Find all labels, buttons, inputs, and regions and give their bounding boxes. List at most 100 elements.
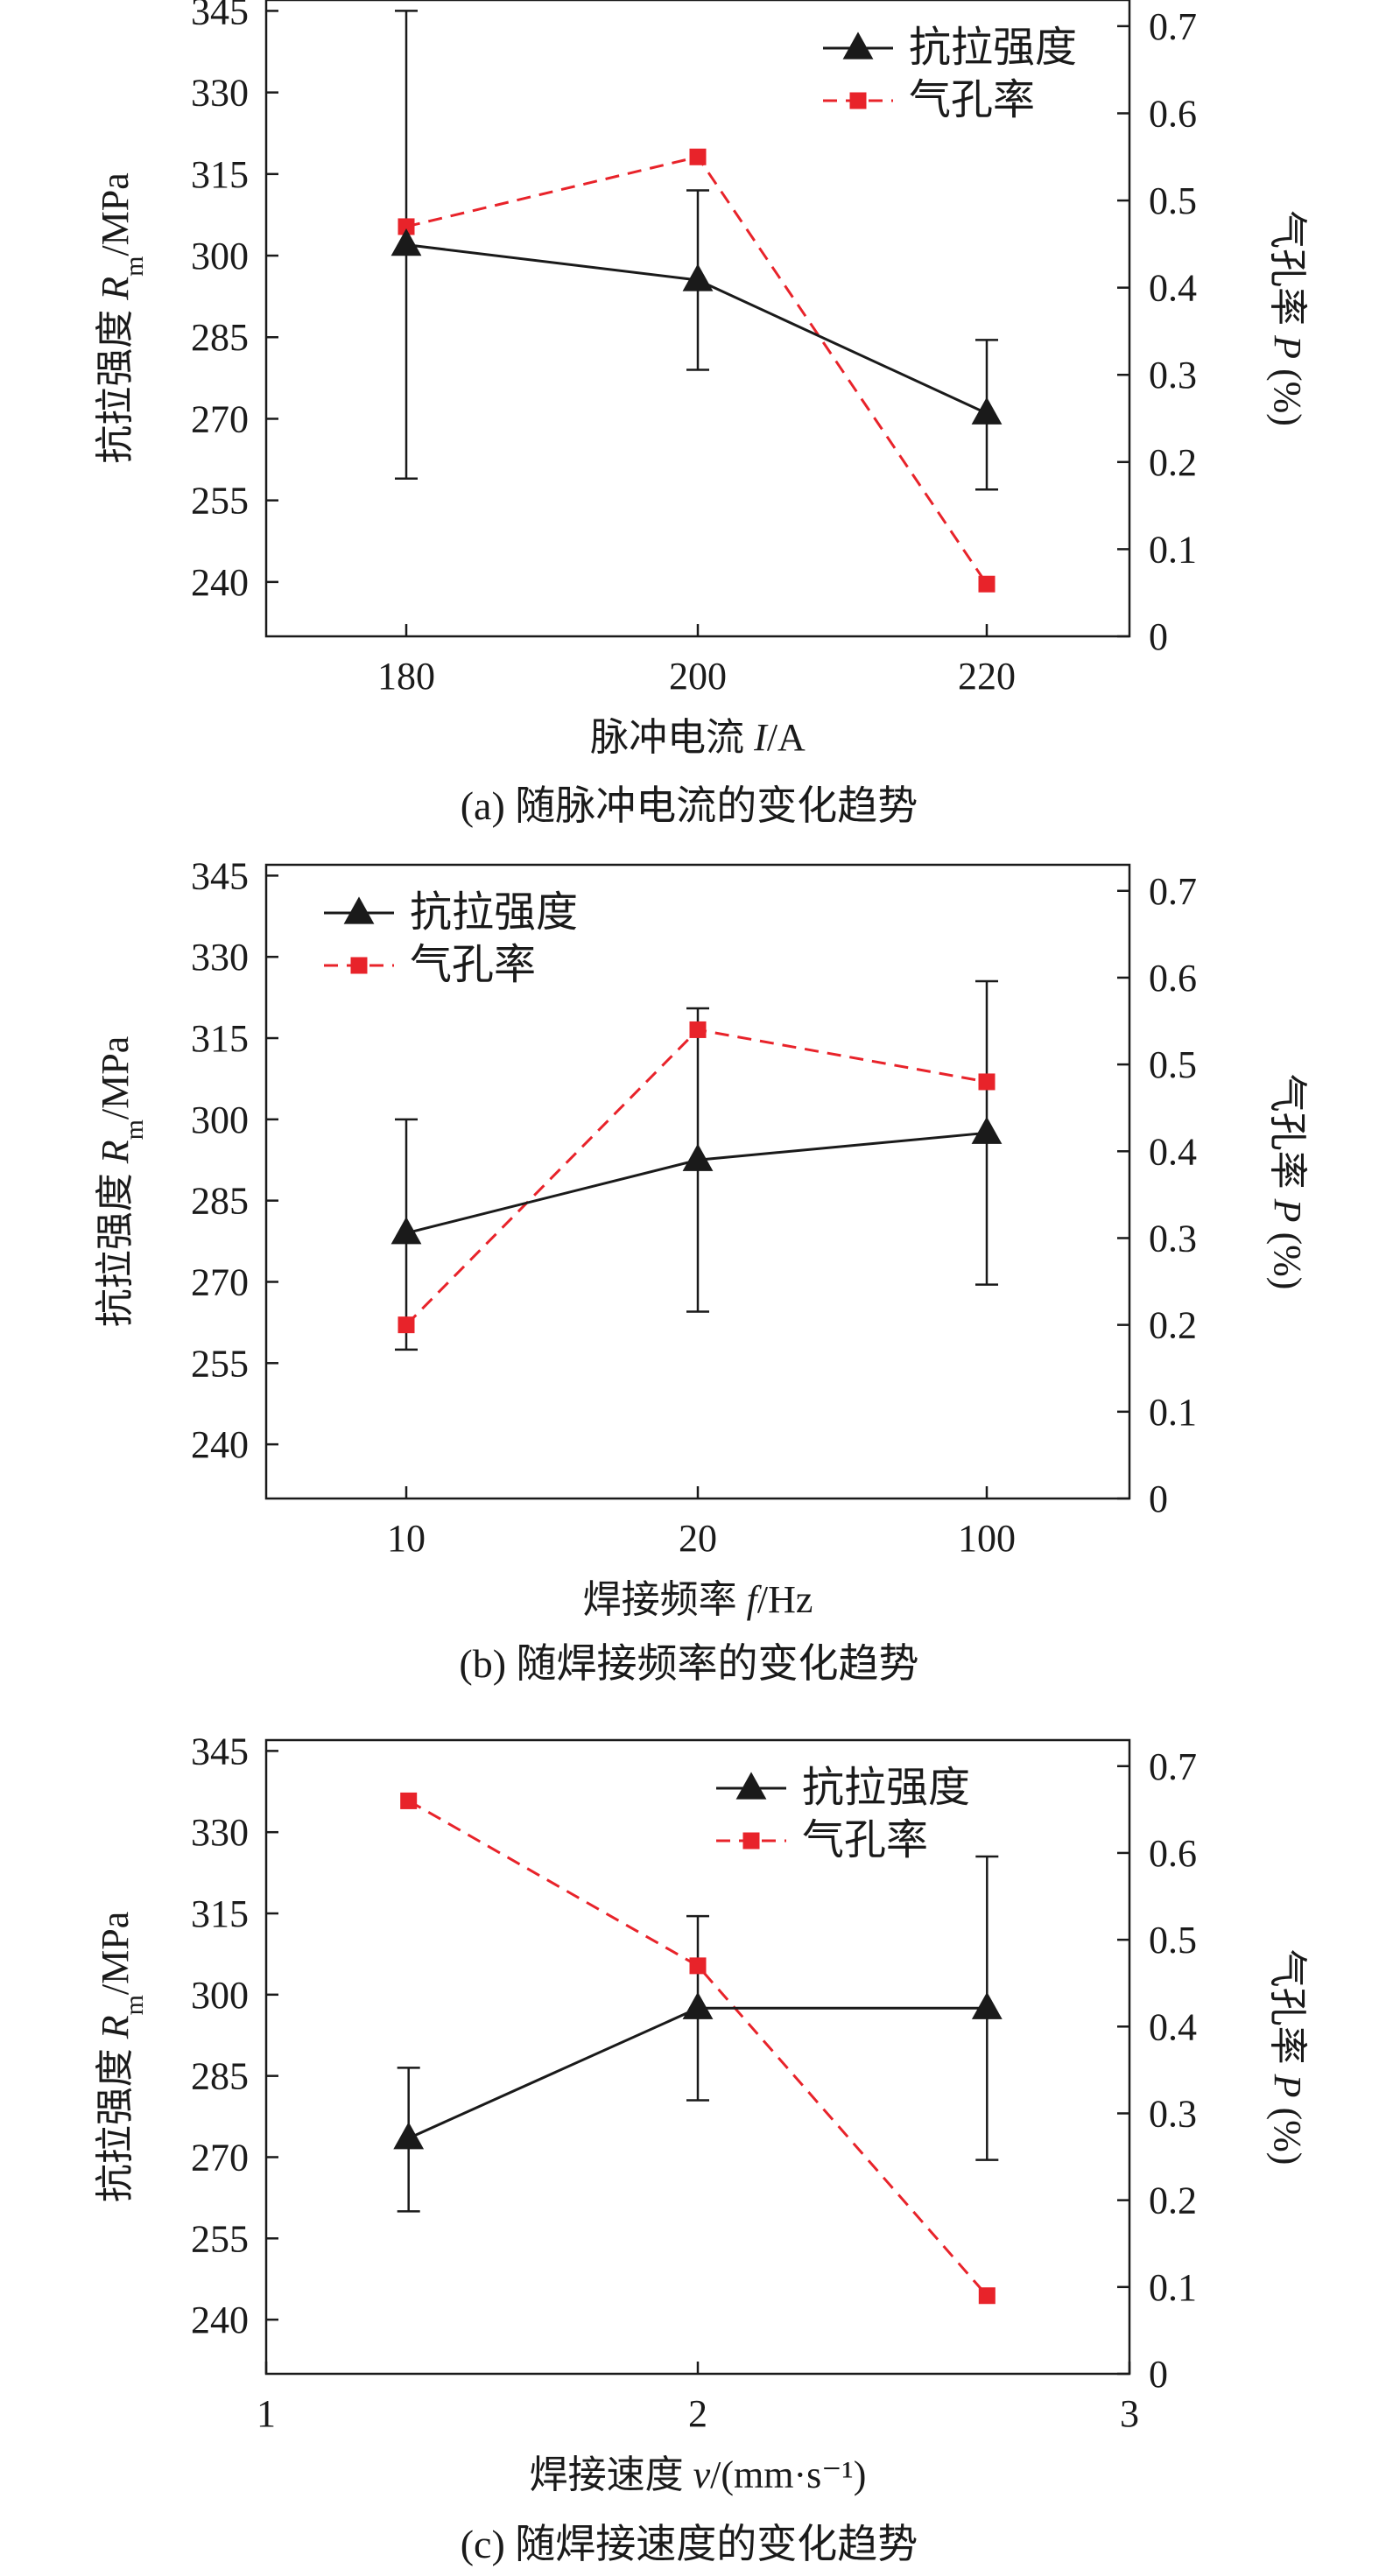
right-tick-label: 0.3: [1149, 1217, 1197, 1260]
left-tick-label: 255: [191, 2217, 249, 2260]
right-axis-label-text: 气孔率: [1266, 1949, 1309, 2074]
legend-porosity-marker: [350, 957, 368, 974]
left-tick-label: 330: [191, 72, 249, 115]
x-tick-label: 1: [257, 2392, 276, 2435]
x-axis-label: 焊接速度 v/(mm·s⁻¹): [530, 2453, 867, 2496]
panel-caption: (c) 随焊接速度的变化趋势: [461, 2522, 918, 2566]
left-axis-label-var: R: [94, 1140, 137, 1164]
right-tick-label: 0.4: [1149, 1130, 1197, 1173]
x-tick-label: 20: [679, 1517, 717, 1560]
left-tick-label: 255: [191, 1342, 249, 1385]
right-tick-label: 0.4: [1149, 267, 1197, 310]
x-tick-label: 3: [1120, 2392, 1139, 2435]
left-axis-label-sub: m: [120, 1120, 149, 1140]
legend-strength-label: 抗拉强度: [909, 25, 1077, 71]
left-tick-label: 270: [191, 397, 249, 440]
left-axis-label-var: R: [94, 277, 137, 301]
legend-porosity-marker: [742, 1832, 760, 1850]
x-axis-label-unit: /Hz: [757, 1578, 813, 1621]
right-tick-label: 0: [1149, 615, 1168, 658]
strength-point: [971, 1991, 1003, 2019]
porosity-point: [689, 1021, 707, 1038]
right-axis-label-var: P: [1266, 2074, 1309, 2098]
legend-porosity-marker: [849, 92, 867, 109]
left-tick-label: 315: [191, 1892, 249, 1935]
strength-point: [971, 1116, 1003, 1144]
left-tick-label: 285: [191, 1180, 249, 1223]
legend-porosity-label: 气孔率: [802, 1817, 928, 1864]
porosity-point: [398, 1316, 415, 1334]
left-tick-label: 285: [191, 316, 249, 359]
chart-panel-b: 240 255 270 285 300 315 330 345 0 0.1 0.2 0.3 0.4 0.5…: [94, 854, 1309, 1686]
left-tick-label: 330: [191, 1811, 249, 1854]
strength-point: [971, 397, 1003, 425]
right-tick-label: 0.7: [1149, 870, 1197, 913]
left-axis-label-sub: m: [120, 1995, 149, 2015]
left-tick-label: 255: [191, 480, 249, 523]
strength-point: [682, 1143, 714, 1171]
panel-caption: (a) 随脉冲电流的变化趋势: [461, 783, 918, 828]
left-tick-label: 300: [191, 1098, 249, 1141]
right-axis-label-unit: (%): [1266, 1222, 1309, 1289]
right-tick-label: 0.7: [1149, 1745, 1197, 1788]
right-axis-label: 气孔率 P (%): [1266, 1949, 1309, 2165]
right-axis-label: 气孔率 P (%): [1266, 1074, 1309, 1290]
left-tick-label: 315: [191, 1017, 249, 1060]
x-axis-label: 焊接频率 f/Hz: [583, 1578, 813, 1621]
x-tick-label: 220: [958, 655, 1016, 698]
right-tick-label: 0.6: [1149, 1832, 1197, 1875]
x-tick-label: 2: [688, 2392, 707, 2435]
x-tick-label: 100: [958, 1517, 1016, 1560]
right-tick-label: 0.3: [1149, 354, 1197, 397]
left-axis-label-unit: /MPa: [94, 172, 137, 256]
legend-strength-label: 抗拉强度: [802, 1765, 970, 1811]
left-tick-label: 240: [191, 561, 249, 604]
porosity-point: [978, 575, 996, 593]
x-tick-label: 10: [387, 1517, 426, 1560]
right-axis-label-var: P: [1266, 334, 1309, 359]
right-tick-label: 0.3: [1149, 2092, 1197, 2135]
left-axis-label: 抗拉强度 Rm/MPa: [94, 172, 149, 464]
right-tick-label: 0.2: [1149, 441, 1197, 484]
right-tick-label: 0.1: [1149, 1391, 1197, 1434]
left-tick-label: 300: [191, 1974, 249, 2017]
left-tick-label: 345: [191, 0, 249, 32]
strength-point: [390, 228, 422, 256]
legend-porosity-label: 气孔率: [909, 77, 1035, 123]
x-tick-label: 200: [669, 655, 727, 698]
legend-strength-marker: [343, 896, 375, 924]
right-tick-label: 0: [1149, 2353, 1168, 2396]
x-axis-label-text: 脉冲电流: [590, 716, 754, 759]
right-tick-label: 0.1: [1149, 2266, 1197, 2309]
left-axis-label: 抗拉强度 Rm/MPa: [94, 1912, 149, 2203]
legend-strength-marker: [842, 32, 874, 60]
x-axis-label-var: v: [693, 2453, 711, 2496]
right-axis-label: 气孔率 P (%): [1266, 210, 1309, 426]
right-tick-label: 0.2: [1149, 2179, 1197, 2222]
right-tick-label: 0.5: [1149, 1919, 1197, 1962]
left-axis-label-text: 抗拉强度: [94, 2039, 137, 2202]
left-tick-label: 345: [191, 854, 249, 897]
left-tick-label: 270: [191, 2136, 249, 2179]
strength-point: [682, 1991, 714, 2019]
left-tick-label: 345: [191, 1730, 249, 1772]
right-tick-label: 0.2: [1149, 1304, 1197, 1347]
left-tick-label: 240: [191, 1423, 249, 1466]
chart-panel-a: 240 255 270 285 300 315 330 345 0 0.1 0.2 0.3 0.4 0.5…: [94, 0, 1309, 828]
left-axis-label-var: R: [94, 2015, 137, 2039]
left-axis-label: 抗拉强度 Rm/MPa: [94, 1036, 149, 1328]
left-axis-label-unit: /MPa: [94, 1036, 137, 1120]
porosity-point: [689, 148, 707, 165]
x-axis-label-text: 焊接速度: [530, 2453, 693, 2496]
left-tick-label: 300: [191, 235, 249, 277]
right-tick-label: 0.4: [1149, 2005, 1197, 2048]
left-tick-label: 240: [191, 2299, 249, 2341]
right-tick-label: 0.6: [1149, 92, 1197, 135]
porosity-point: [689, 1957, 707, 1975]
porosity-line: [405, 1028, 988, 1326]
right-tick-label: 0.6: [1149, 957, 1197, 1000]
left-tick-label: 315: [191, 153, 249, 196]
porosity-point: [978, 1073, 996, 1091]
